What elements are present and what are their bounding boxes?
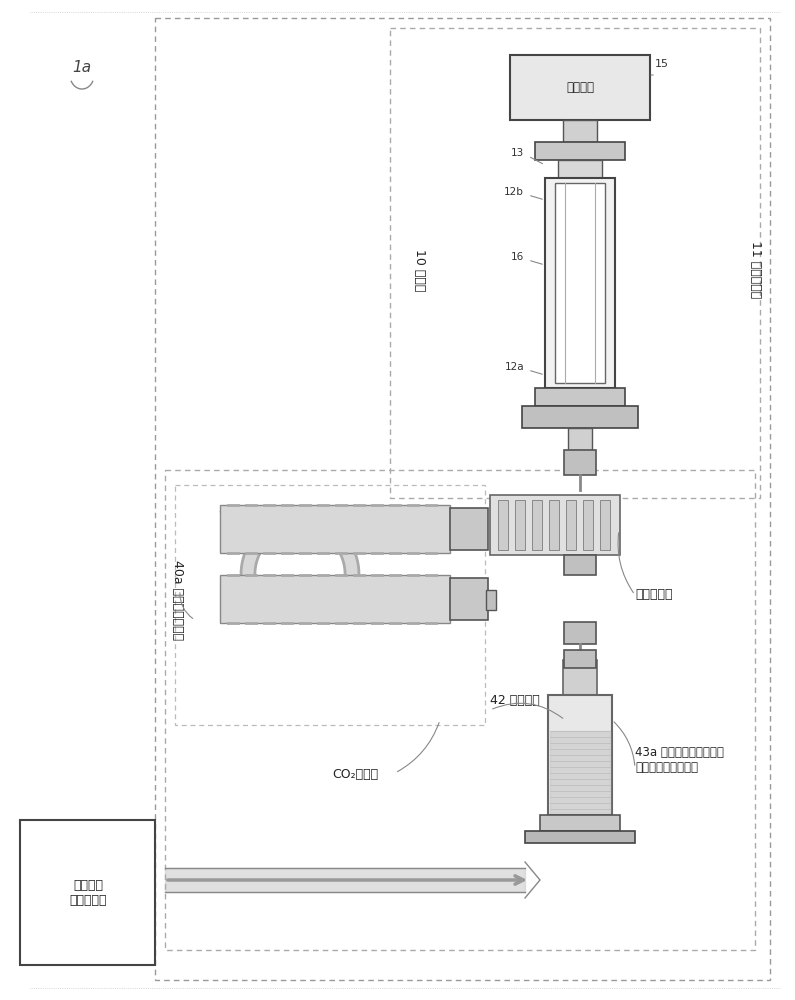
Bar [564,650,596,668]
Bar [535,388,625,406]
Bar [564,450,596,475]
Bar [522,406,638,428]
Bar [155,18,770,980]
Bar [600,500,610,550]
Text: 11 光学共振器: 11 光学共振器 [749,241,762,299]
Bar [390,28,760,498]
Bar [165,470,755,950]
Bar [583,500,593,550]
Text: 光检测器: 光检测器 [566,81,594,94]
Bar [450,578,488,620]
Bar [515,500,525,550]
Text: 42 燃烧单元: 42 燃烧单元 [490,694,540,706]
Bar [20,820,155,965]
Bar [558,160,602,180]
Text: 经预处理
的生物样品: 经预处理 的生物样品 [69,879,107,907]
Bar [549,500,559,550]
Bar [486,590,496,610]
Text: 43a 二氧化碳同位素纯化
（收集＆分离）单元: 43a 二氧化碳同位素纯化 （收集＆分离）单元 [635,746,724,774]
Bar [535,142,625,160]
Bar [566,500,576,550]
Text: 15: 15 [655,59,669,69]
Bar [545,178,615,388]
Bar [525,831,635,843]
Text: CO₂收集柱: CO₂收集柱 [332,768,378,782]
Bar [563,660,597,695]
Text: 珀耳帖元件: 珀耳帖元件 [635,588,673,601]
Bar [548,695,612,815]
Bar [564,555,596,575]
Bar [568,428,592,450]
Text: 12b: 12b [504,187,524,197]
Bar [510,55,650,120]
Bar [498,500,508,550]
Bar [555,183,605,383]
Bar [540,815,620,831]
Bar [564,622,596,644]
Bar [220,575,450,623]
Text: 13: 13 [510,148,524,158]
Text: 1a: 1a [72,60,91,76]
Polygon shape [550,731,610,813]
Text: 40a 二氧化碳生成器: 40a 二氧化碳生成器 [172,560,184,640]
Bar [563,120,597,142]
Bar [490,495,620,555]
Text: 10 分光仪: 10 分光仪 [413,249,426,291]
Text: 12a: 12a [504,362,524,372]
Bar [220,505,450,553]
Bar [532,500,542,550]
Text: 16: 16 [510,252,524,262]
Bar [175,485,485,725]
Bar [450,508,488,550]
